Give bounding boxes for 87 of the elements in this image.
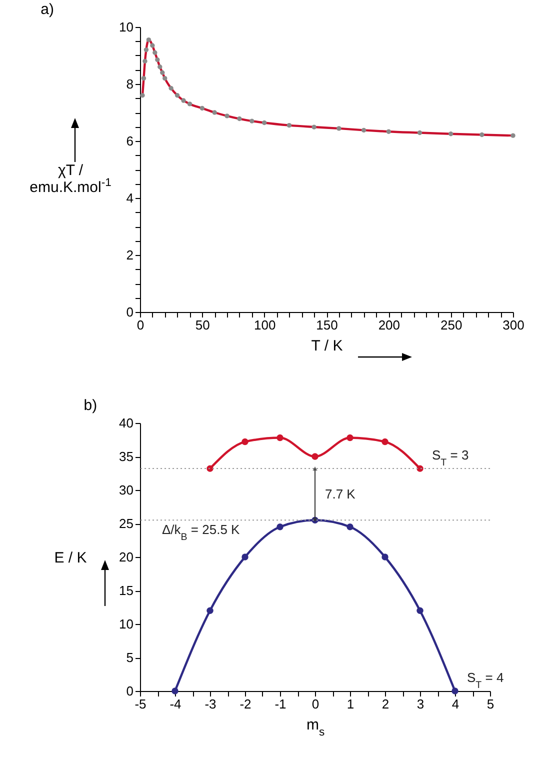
x-tick-label: 300 xyxy=(502,318,524,332)
point xyxy=(206,465,214,472)
point xyxy=(286,122,292,128)
point xyxy=(262,120,267,126)
point xyxy=(242,554,248,560)
point xyxy=(212,110,217,115)
point xyxy=(140,93,145,98)
y-tick-label: 20 xyxy=(119,550,134,564)
point xyxy=(206,607,214,614)
chart-title: b) xyxy=(84,397,98,414)
chart-title: a) xyxy=(40,1,54,18)
y-tick-label: 10 xyxy=(119,20,134,34)
y-tick-label: 0 xyxy=(126,304,134,320)
x-tick-label: -3 xyxy=(204,696,216,712)
y-tick-label: 2 xyxy=(126,248,134,262)
point xyxy=(312,453,318,460)
point xyxy=(346,524,354,530)
point xyxy=(237,116,242,122)
point xyxy=(242,438,248,446)
series-label: S$_{T}$ = 4 xyxy=(467,670,504,690)
y-axis-title: χT / emu.K.mol$^{-1}$ xyxy=(30,162,112,196)
point xyxy=(382,554,388,560)
x-tick-label: -4 xyxy=(170,696,182,712)
y-axis-title: E / K xyxy=(54,550,87,566)
point xyxy=(480,132,484,138)
x-tick-label: 250 xyxy=(440,318,462,332)
point xyxy=(276,524,284,530)
x-tick-label: 50 xyxy=(195,318,210,332)
x-tick-label: 100 xyxy=(254,318,276,332)
point xyxy=(187,102,192,106)
point xyxy=(452,688,458,694)
point xyxy=(416,607,424,614)
point xyxy=(155,57,160,62)
x-tick-label: -1 xyxy=(274,696,286,712)
point xyxy=(382,438,388,446)
point xyxy=(361,128,366,133)
point xyxy=(448,132,454,136)
point xyxy=(276,434,284,442)
y-tick-label: 25 xyxy=(119,516,134,531)
point xyxy=(250,118,254,124)
point xyxy=(146,37,152,42)
x-tick-label: 150 xyxy=(316,318,338,332)
annotation: 7.7 K xyxy=(325,486,356,502)
x-tick-label: 3 xyxy=(416,696,424,712)
point xyxy=(150,43,155,48)
point xyxy=(141,76,146,81)
point xyxy=(162,76,168,81)
x-tick-label: 4 xyxy=(452,696,460,712)
point xyxy=(168,86,174,91)
point xyxy=(336,126,342,131)
point xyxy=(417,130,422,136)
point xyxy=(172,688,178,694)
y-tick-label: 10 xyxy=(119,616,134,632)
point xyxy=(158,64,162,70)
point xyxy=(200,106,205,111)
y-tick-label: 35 xyxy=(119,449,134,464)
y-tick-label: 6 xyxy=(126,134,134,148)
point xyxy=(224,114,230,118)
x-tick-label: 0 xyxy=(312,696,320,712)
x-axis-title: T / K xyxy=(311,338,343,354)
x-tick-label: 200 xyxy=(378,318,400,332)
series-label: S$_{T}$ = 3 xyxy=(432,448,469,468)
x-axis-title: m$_{s}$ xyxy=(306,716,325,738)
y-tick-label: 4 xyxy=(126,190,134,206)
x-tick-label: -2 xyxy=(240,696,252,712)
point xyxy=(312,124,316,130)
y-tick-label: 0 xyxy=(126,684,134,698)
point xyxy=(510,133,516,138)
y-tick-label: 30 xyxy=(119,482,134,498)
point xyxy=(181,98,186,103)
y-tick-label: 8 xyxy=(126,76,134,92)
y-tick-label: 15 xyxy=(119,583,134,598)
x-tick-label: 2 xyxy=(382,696,390,712)
x-tick-label: 0 xyxy=(136,318,144,332)
y-tick-label: 40 xyxy=(119,416,134,430)
x-tick-label: 1 xyxy=(346,696,354,712)
point xyxy=(346,434,354,442)
point xyxy=(174,93,180,98)
point xyxy=(160,70,165,75)
point xyxy=(152,50,158,55)
point xyxy=(144,47,149,52)
x-tick-label: 5 xyxy=(486,696,494,712)
point xyxy=(142,58,148,64)
point xyxy=(386,129,392,134)
x-tick-label: -5 xyxy=(134,696,146,712)
y-tick-label: 5 xyxy=(126,650,134,665)
ref-line-label: Δ/k$_{B}$ = 25.5 K xyxy=(162,522,240,543)
